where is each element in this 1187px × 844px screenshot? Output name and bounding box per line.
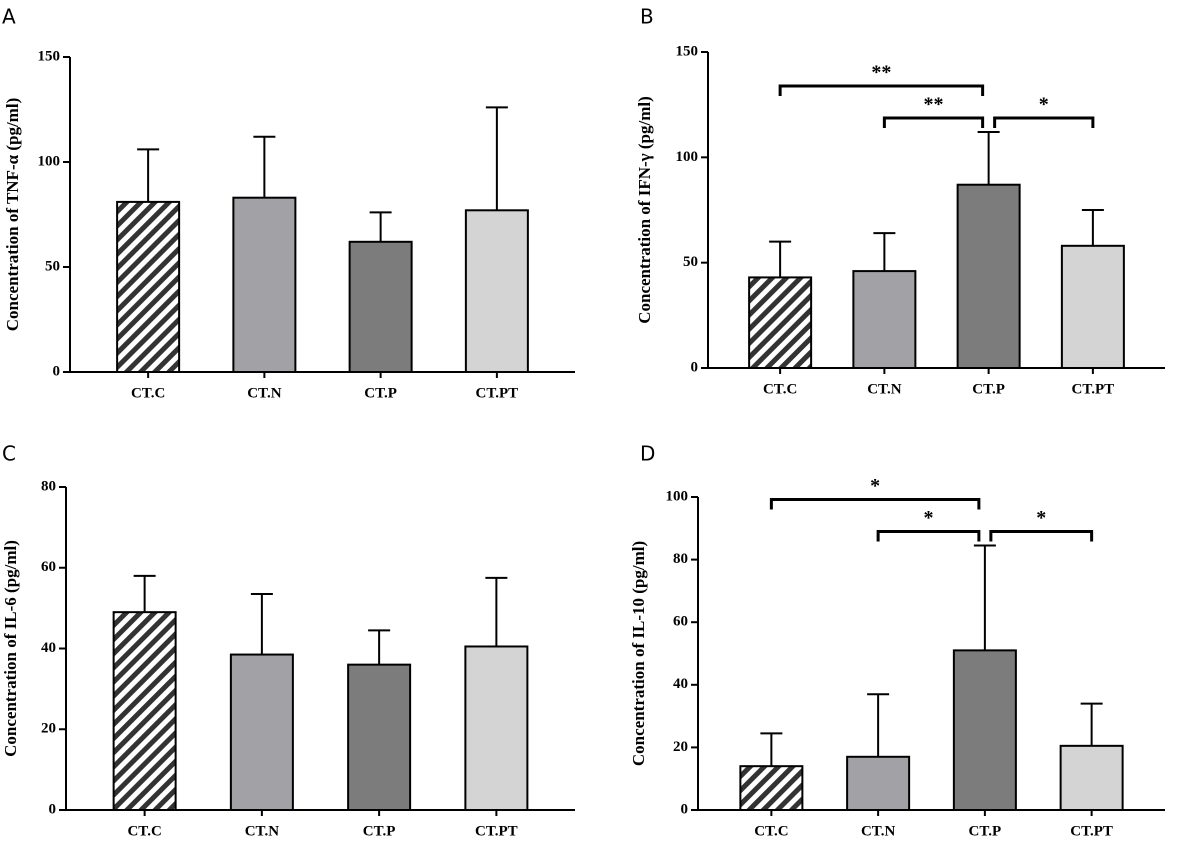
y-tick-label: 80 <box>673 551 688 567</box>
significance: * <box>870 475 880 497</box>
y-tick-label: 150 <box>676 43 699 59</box>
bar <box>952 649 1017 811</box>
y-tick-label: 20 <box>41 721 56 737</box>
bar <box>464 645 529 812</box>
bar <box>232 196 297 373</box>
x-tick-label: CT.N <box>861 823 895 839</box>
panel-label: C <box>2 442 16 466</box>
bar <box>347 663 412 812</box>
bracket <box>778 84 985 97</box>
significance: * <box>1036 507 1046 529</box>
bracket <box>989 530 1094 542</box>
y-tick-label: 150 <box>38 48 61 64</box>
x-tick-label: CT.PT <box>1070 823 1113 839</box>
y-axis-label: Concentration of TNF-α (pg/ml) <box>3 98 22 331</box>
significance: * <box>1039 94 1049 116</box>
x-tick-label: CT.C <box>754 823 788 839</box>
y-tick-label: 40 <box>673 676 688 692</box>
y-tick-label: 0 <box>681 801 689 817</box>
x-tick-label: CT.N <box>245 823 279 839</box>
y-tick-label: 60 <box>41 559 56 575</box>
bar <box>1060 244 1125 370</box>
bracket <box>769 498 981 510</box>
x-tick-label: CT.C <box>127 823 161 839</box>
bar <box>229 653 294 812</box>
bar <box>748 276 813 369</box>
bar <box>846 755 911 811</box>
bar <box>852 270 917 369</box>
x-tick-label: CT.PT <box>476 385 519 401</box>
x-tick-label: CT.P <box>969 823 1002 839</box>
y-tick-label: 0 <box>49 801 57 817</box>
bracket <box>882 116 985 129</box>
x-tick-label: CT.N <box>867 381 901 397</box>
bar <box>464 209 529 373</box>
y-axis-label: Concentration of IL-10 (pg/ml) <box>629 541 648 766</box>
bar <box>739 765 804 811</box>
y-tick-label: 0 <box>691 359 699 375</box>
bar <box>956 183 1021 369</box>
bar <box>1059 744 1124 812</box>
y-tick-label: 60 <box>673 614 688 630</box>
significance: ** <box>871 62 891 84</box>
bracket <box>876 530 981 542</box>
y-axis-label: Concentration of IL-6 (pg/ml) <box>1 540 20 757</box>
bar <box>116 200 181 373</box>
y-tick-label: 40 <box>41 640 56 656</box>
y-tick-label: 100 <box>666 488 689 504</box>
x-tick-label: CT.C <box>131 385 165 401</box>
significance: * <box>924 507 934 529</box>
y-tick-label: 0 <box>53 363 61 379</box>
x-tick-label: CT.PT <box>475 823 518 839</box>
x-tick-label: CT.PT <box>1072 381 1115 397</box>
y-tick-label: 80 <box>41 478 56 494</box>
y-tick-label: 100 <box>676 149 699 165</box>
panel-label: A <box>2 5 16 29</box>
bar <box>348 240 413 373</box>
panel-label: B <box>640 5 654 29</box>
y-tick-label: 50 <box>683 254 698 270</box>
x-tick-label: CT.P <box>364 385 397 401</box>
y-tick-label: 100 <box>38 153 61 169</box>
bar <box>112 611 177 811</box>
significance: ** <box>924 94 944 116</box>
panel-label: D <box>640 442 655 466</box>
x-tick-label: CT.P <box>363 823 396 839</box>
y-axis-label: Concentration of IFN-γ (pg/ml) <box>635 96 654 324</box>
y-tick-label: 50 <box>45 258 60 274</box>
x-tick-label: CT.C <box>763 381 797 397</box>
y-tick-label: 20 <box>673 739 688 755</box>
x-tick-label: CT.N <box>247 385 281 401</box>
x-tick-label: CT.P <box>972 381 1005 397</box>
bracket <box>993 116 1095 129</box>
